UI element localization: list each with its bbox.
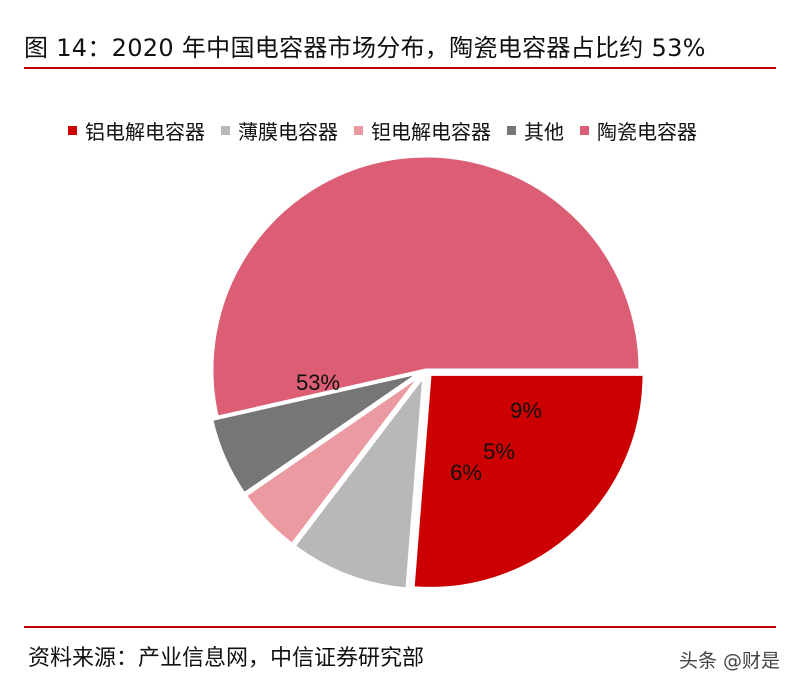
legend-swatch	[354, 126, 363, 135]
slice-value-label: 9%	[510, 398, 542, 423]
legend-label: 钽电解电容器	[371, 120, 491, 144]
title-divider	[24, 67, 776, 69]
legend-swatch	[221, 126, 230, 135]
pie-slice	[210, 154, 642, 419]
legend-item-tantalum: 钽电解电容器	[354, 116, 491, 145]
chart-legend: 铝电解电容器 薄膜电容器 钽电解电容器 其他 陶瓷电容器	[68, 116, 713, 145]
source-divider	[24, 626, 776, 628]
legend-label: 陶瓷电容器	[597, 120, 697, 144]
pie-slice	[209, 370, 422, 496]
slice-value-label: 5%	[483, 439, 515, 464]
pie-slice	[243, 372, 423, 547]
legend-label: 薄膜电容器	[238, 120, 338, 144]
legend-item-ceramic: 陶瓷电容器	[580, 116, 697, 145]
legend-item-film: 薄膜电容器	[221, 116, 338, 145]
figure-title: 图 14：2020 年中国电容器市场分布，陶瓷电容器占比约 53%	[24, 34, 706, 62]
legend-item-aluminum: 铝电解电容器	[68, 116, 205, 145]
slice-value-label: 6%	[450, 460, 482, 485]
legend-swatch	[68, 126, 77, 135]
pie-slice	[292, 370, 426, 591]
pie-slice	[411, 372, 646, 590]
legend-label: 铝电解电容器	[85, 120, 205, 144]
source-note: 资料来源：产业信息网，中信证券研究部	[28, 646, 425, 671]
watermark: 头条 @财是	[678, 650, 780, 672]
legend-item-other: 其他	[507, 116, 564, 145]
legend-swatch	[580, 126, 589, 135]
legend-label: 其他	[524, 120, 564, 144]
legend-swatch	[507, 126, 516, 135]
slice-value-label: 53%	[296, 370, 340, 395]
